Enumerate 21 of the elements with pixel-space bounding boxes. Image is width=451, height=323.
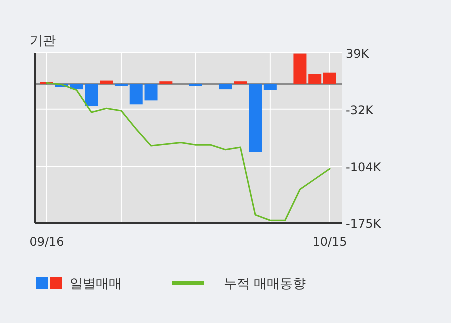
y-tick-label: -175K	[346, 217, 382, 231]
bar	[264, 84, 277, 90]
bar	[249, 84, 262, 152]
bar	[189, 84, 202, 86]
bar	[144, 84, 158, 101]
legend-label: 일별매매	[70, 277, 122, 292]
legend-label: 누적 매매동향	[224, 277, 306, 292]
bar	[294, 54, 307, 84]
y-tick-label: 39K	[346, 47, 370, 61]
y-tick-label: -32K	[346, 103, 375, 118]
x-tick-label: 09/16	[30, 235, 64, 249]
line-series	[46, 82, 331, 222]
chart-title: 기관	[30, 34, 56, 49]
bar	[219, 84, 232, 90]
bar	[114, 84, 128, 86]
x-tick-label: 10/15	[312, 235, 348, 249]
bar	[100, 80, 114, 84]
bar	[308, 74, 322, 84]
bar	[130, 84, 143, 105]
y-tick-label: -104K	[346, 160, 382, 175]
bar	[324, 72, 336, 84]
